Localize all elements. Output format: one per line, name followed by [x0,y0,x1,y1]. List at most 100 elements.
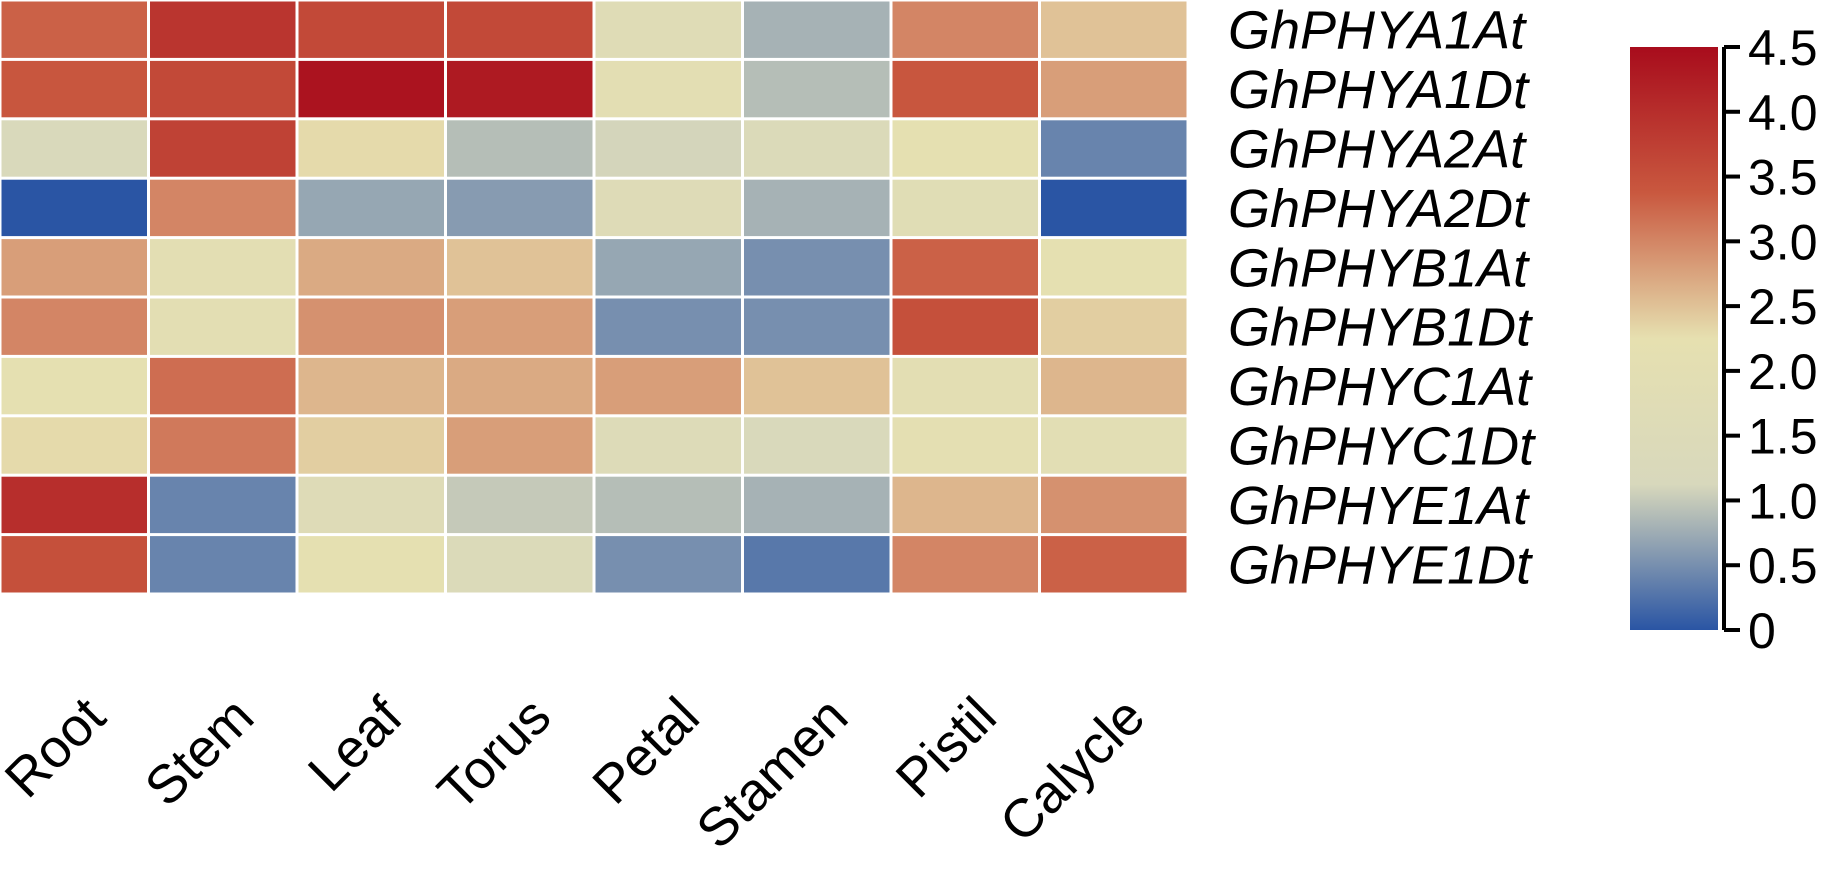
heatmap-cell [298,120,444,177]
heatmap-cell [298,179,444,237]
heatmap-cell [595,476,741,534]
heatmap-cell [1041,60,1187,118]
heatmap-cell [892,357,1038,415]
row-label: GhPHYA1At [1228,1,1527,61]
heatmap-cell [447,536,593,593]
heatmap-cell [298,417,444,474]
heatmap-cell [447,60,593,118]
heatmap-cell [892,476,1038,534]
column-label: Pistil [885,686,1008,809]
heatmap-cell [1041,179,1187,237]
heatmap-cell [1041,536,1187,593]
heatmap-cell [1,536,147,593]
heatmap-cell [595,357,741,415]
heatmap-cell [892,1,1038,58]
column-label: Petal [581,686,710,815]
heatmap-cells [1,1,1187,593]
heatmap-cell [744,298,890,355]
heatmap-cell [892,60,1038,118]
colorbar-tick-label: 1.0 [1748,473,1818,529]
heatmap-cell [595,179,741,237]
heatmap-cell [1,298,147,355]
heatmap-cell [447,120,593,177]
heatmap-cell [892,298,1038,355]
column-label: Stem [134,686,266,818]
heatmap-cell [595,417,741,474]
heatmap-cell [1041,298,1187,355]
row-label: GhPHYA2Dt [1228,179,1530,239]
row-label: GhPHYB1Dt [1228,298,1533,358]
heatmap-cell [1041,476,1187,534]
heatmap-cell [447,476,593,534]
heatmap-cell [1,476,147,534]
heatmap-cell [744,179,890,237]
heatmap-cell [1041,239,1187,296]
colorbar-tick-label: 4.0 [1748,85,1818,141]
heatmap-cell [447,357,593,415]
heatmap-cell [892,120,1038,177]
heatmap-cell [150,298,296,355]
heatmap-cell [298,1,444,58]
colorbar-tick-label: 0 [1748,603,1776,659]
heatmap-cell [150,120,296,177]
row-label: GhPHYA2At [1228,120,1527,180]
heatmap-cell [892,417,1038,474]
heatmap-cell [744,120,890,177]
heatmap-cell [1,60,147,118]
heatmap-cell [298,60,444,118]
heatmap-cell [892,239,1038,296]
row-label: GhPHYC1At [1228,357,1533,417]
heatmap-cell [298,239,444,296]
heatmap-cell [150,476,296,534]
column-label: Calycle [989,686,1157,854]
heatmap-cell [595,1,741,58]
heatmap-cell [744,536,890,593]
heatmap-cell [447,1,593,58]
heatmap-cell [150,357,296,415]
heatmap-cell [595,120,741,177]
colorbar-tick-label: 3.5 [1748,150,1818,206]
heatmap-cell [298,298,444,355]
column-label: Root [0,686,117,809]
heatmap-cell [892,179,1038,237]
heatmap-cell [1,179,147,237]
heatmap-cell [744,1,890,58]
row-label: GhPHYA1Dt [1228,60,1530,120]
column-label: Leaf [297,685,414,802]
heatmap-cell [744,60,890,118]
heatmap-cell [150,536,296,593]
heatmap-cell [1,417,147,474]
heatmap-cell [1041,120,1187,177]
heatmap-cell [150,60,296,118]
row-label: GhPHYC1Dt [1228,417,1536,477]
colorbar-gradient [1630,47,1718,630]
heatmap-cell [150,239,296,296]
row-label: GhPHYE1Dt [1228,535,1533,595]
colorbar-tick-label: 0.5 [1748,538,1818,594]
colorbar: 0 0.5 1.0 1.5 2.0 2.5 3.0 3.5 4.0 4.5 [1630,20,1818,659]
heatmap-cell [150,417,296,474]
heatmap-cell [1041,1,1187,58]
heatmap-cell [150,1,296,58]
row-label: GhPHYE1At [1228,476,1530,536]
heatmap-cell [150,179,296,237]
heatmap-cell [447,417,593,474]
heatmap-cell [1,357,147,415]
heatmap-cell [595,536,741,593]
column-label: Stamen [685,686,859,860]
heatmap-cell [1,239,147,296]
colorbar-tick-label: 2.0 [1748,344,1818,400]
heatmap-cell [595,239,741,296]
heatmap-cell [447,179,593,237]
heatmap-cell [298,536,444,593]
colorbar-tick-label: 2.5 [1748,279,1818,335]
column-label: Torus [426,686,562,822]
heatmap-cell [1,1,147,58]
heatmap-cell [447,298,593,355]
heatmap-cell [744,476,890,534]
heatmap-cell [744,239,890,296]
heatmap-cell [595,298,741,355]
colorbar-ticks: 0 0.5 1.0 1.5 2.0 2.5 3.0 3.5 4.0 4.5 [1724,20,1818,659]
